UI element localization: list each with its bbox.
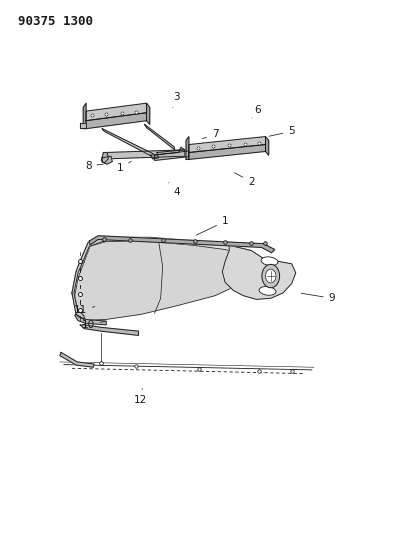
Polygon shape — [146, 103, 149, 124]
Polygon shape — [265, 136, 268, 155]
Text: 1: 1 — [196, 216, 228, 235]
Polygon shape — [86, 113, 146, 128]
Polygon shape — [222, 245, 295, 300]
Text: 11: 11 — [73, 305, 94, 315]
Polygon shape — [150, 147, 184, 159]
Polygon shape — [75, 314, 106, 325]
Polygon shape — [154, 151, 188, 160]
Text: 4: 4 — [168, 183, 180, 197]
Polygon shape — [72, 237, 104, 319]
Circle shape — [261, 264, 279, 288]
Polygon shape — [60, 352, 94, 367]
Text: 8: 8 — [85, 161, 102, 171]
Text: 6: 6 — [252, 105, 260, 118]
Ellipse shape — [258, 287, 275, 295]
Polygon shape — [144, 124, 174, 150]
Polygon shape — [102, 128, 154, 158]
Polygon shape — [89, 236, 274, 253]
Text: 9: 9 — [301, 293, 335, 303]
Polygon shape — [80, 123, 86, 127]
Text: 1: 1 — [117, 161, 131, 173]
Polygon shape — [80, 325, 138, 335]
Text: 12: 12 — [134, 389, 147, 405]
Polygon shape — [188, 136, 265, 152]
Ellipse shape — [260, 257, 277, 265]
Polygon shape — [72, 237, 257, 317]
Polygon shape — [83, 103, 86, 128]
Circle shape — [265, 269, 275, 283]
Text: 10: 10 — [81, 320, 104, 330]
Polygon shape — [86, 103, 146, 120]
Polygon shape — [185, 136, 188, 159]
Text: 90375 1300: 90375 1300 — [17, 14, 92, 28]
Polygon shape — [188, 144, 265, 159]
Text: 7: 7 — [202, 129, 218, 139]
Polygon shape — [101, 152, 108, 163]
Polygon shape — [106, 150, 184, 159]
Polygon shape — [75, 241, 251, 319]
Text: 2: 2 — [234, 173, 254, 187]
Text: 3: 3 — [173, 92, 180, 108]
Polygon shape — [102, 156, 112, 164]
Text: 5: 5 — [268, 126, 294, 136]
